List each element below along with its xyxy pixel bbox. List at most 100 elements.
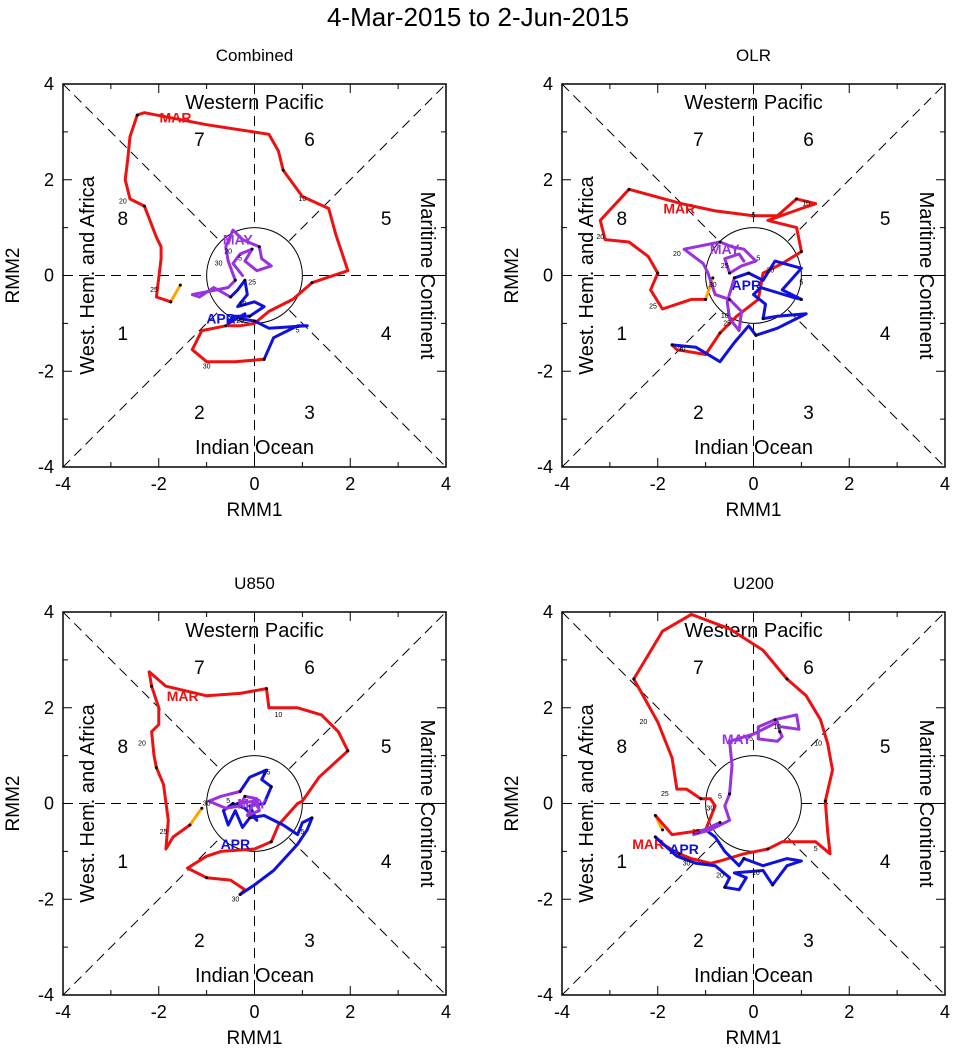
- region-label-right: Maritime Continent: [915, 192, 937, 360]
- day-marker: [281, 168, 285, 172]
- phase-number-8: 8: [617, 209, 628, 230]
- month-label-apr: APR: [206, 311, 236, 327]
- x-axis-label: RMM1: [227, 1028, 283, 1049]
- day-marker: [795, 197, 799, 201]
- day-marker: [742, 857, 746, 861]
- day-marker: [632, 677, 636, 681]
- day-label: 10: [802, 201, 810, 208]
- x-tick-label: 0: [249, 1002, 259, 1022]
- day-marker: [243, 278, 247, 282]
- day-marker: [699, 797, 703, 801]
- day-marker: [224, 324, 228, 328]
- day-marker: [766, 847, 770, 851]
- day-label: 20: [224, 249, 232, 256]
- day-label: 10: [239, 301, 247, 308]
- region-label-right: Maritime Continent: [416, 192, 438, 360]
- diagonal-line: [62, 83, 447, 468]
- day-label: 20: [766, 268, 774, 275]
- y-tick-label: 2: [44, 698, 54, 718]
- day-label: 5: [238, 256, 242, 263]
- month-label-mar: MAR: [632, 836, 664, 852]
- x-tick-label: 0: [748, 474, 758, 494]
- day-marker: [747, 271, 751, 275]
- day-label: 25: [692, 829, 700, 836]
- phase-number-7: 7: [693, 658, 704, 679]
- day-marker: [728, 297, 732, 301]
- trajectory-mar: [632, 612, 834, 865]
- phase-number-8: 8: [118, 209, 129, 230]
- y-tick-label: -2: [38, 889, 54, 909]
- phase-number-4: 4: [381, 852, 392, 873]
- x-tick-label: 2: [345, 474, 355, 494]
- day-label: 25: [649, 304, 657, 311]
- day-marker: [135, 113, 139, 117]
- phase-number-7: 7: [194, 658, 205, 679]
- day-marker: [248, 816, 252, 820]
- day-marker: [310, 816, 314, 820]
- day-label: 25: [721, 263, 729, 270]
- phase-number-3: 3: [304, 931, 315, 952]
- region-label-left: West. Hem. and Africa: [77, 175, 99, 374]
- phase-number-6: 6: [803, 658, 814, 679]
- day-label: 5: [749, 736, 753, 743]
- y-tick-label: -2: [537, 889, 553, 909]
- x-tick-label: 2: [844, 1002, 854, 1022]
- day-label: 25: [263, 769, 271, 776]
- phase-number-3: 3: [304, 403, 315, 424]
- y-tick-label: -4: [537, 457, 553, 477]
- unit-circle: [206, 227, 303, 324]
- day-marker: [761, 317, 765, 321]
- y-tick-label: 0: [44, 794, 54, 814]
- x-tick-label: -2: [151, 474, 167, 494]
- phase-number-5: 5: [880, 209, 891, 230]
- day-label: 20: [119, 198, 127, 205]
- region-label-bottom: Indian Ocean: [694, 965, 813, 987]
- region-label-bottom: Indian Ocean: [195, 965, 314, 987]
- day-label: 10: [298, 196, 306, 203]
- diagonal-line: [561, 83, 946, 468]
- day-marker: [653, 835, 657, 839]
- phase-number-1: 1: [617, 324, 628, 345]
- diagonal-line: [62, 611, 447, 996]
- y-tick-label: 0: [543, 794, 553, 814]
- x-tick-label: 2: [345, 1002, 355, 1022]
- x-tick-label: -4: [55, 474, 71, 494]
- diagonal-line: [62, 83, 447, 468]
- y-tick-label: 4: [543, 602, 553, 622]
- month-label-mar: MAR: [663, 200, 695, 216]
- day-label: 20: [716, 872, 724, 879]
- region-label-top: Western Pacific: [684, 620, 823, 642]
- phase-number-2: 2: [693, 931, 704, 952]
- phase-number-1: 1: [617, 852, 628, 873]
- day-label: 5: [718, 793, 722, 800]
- day-label: 5: [752, 213, 756, 220]
- phase-number-4: 4: [880, 324, 891, 345]
- month-label-may: MAY: [722, 731, 752, 747]
- day-label: 25: [150, 287, 158, 294]
- day-marker: [771, 883, 775, 887]
- day-marker: [169, 300, 173, 304]
- region-label-top: Western Pacific: [185, 92, 324, 114]
- day-marker: [670, 343, 674, 347]
- y-tick-label: -4: [537, 985, 553, 1005]
- panel-title: OLR: [736, 46, 771, 65]
- day-label: 30: [683, 860, 691, 867]
- day-marker: [142, 204, 146, 208]
- x-tick-label: 4: [441, 1002, 451, 1022]
- day-marker: [250, 247, 254, 251]
- day-marker: [346, 749, 350, 753]
- x-axis-label: RMM1: [726, 500, 782, 521]
- figure-title: 4-Mar-2015 to 2-Jun-2015: [326, 2, 630, 32]
- phase-number-3: 3: [803, 403, 814, 424]
- phase-number-8: 8: [617, 737, 628, 758]
- day-label: 10: [814, 741, 822, 748]
- region-label-left: West. Hem. and Africa: [576, 703, 598, 902]
- trajectory-apr: [226, 278, 309, 361]
- x-tick-label: 0: [249, 474, 259, 494]
- phase-number-1: 1: [118, 852, 129, 873]
- month-label-may: MAY: [223, 232, 253, 248]
- month-label-apr: APR: [221, 836, 251, 852]
- phase-number-5: 5: [381, 209, 392, 230]
- y-tick-label: 2: [543, 698, 553, 718]
- phase-number-7: 7: [693, 130, 704, 151]
